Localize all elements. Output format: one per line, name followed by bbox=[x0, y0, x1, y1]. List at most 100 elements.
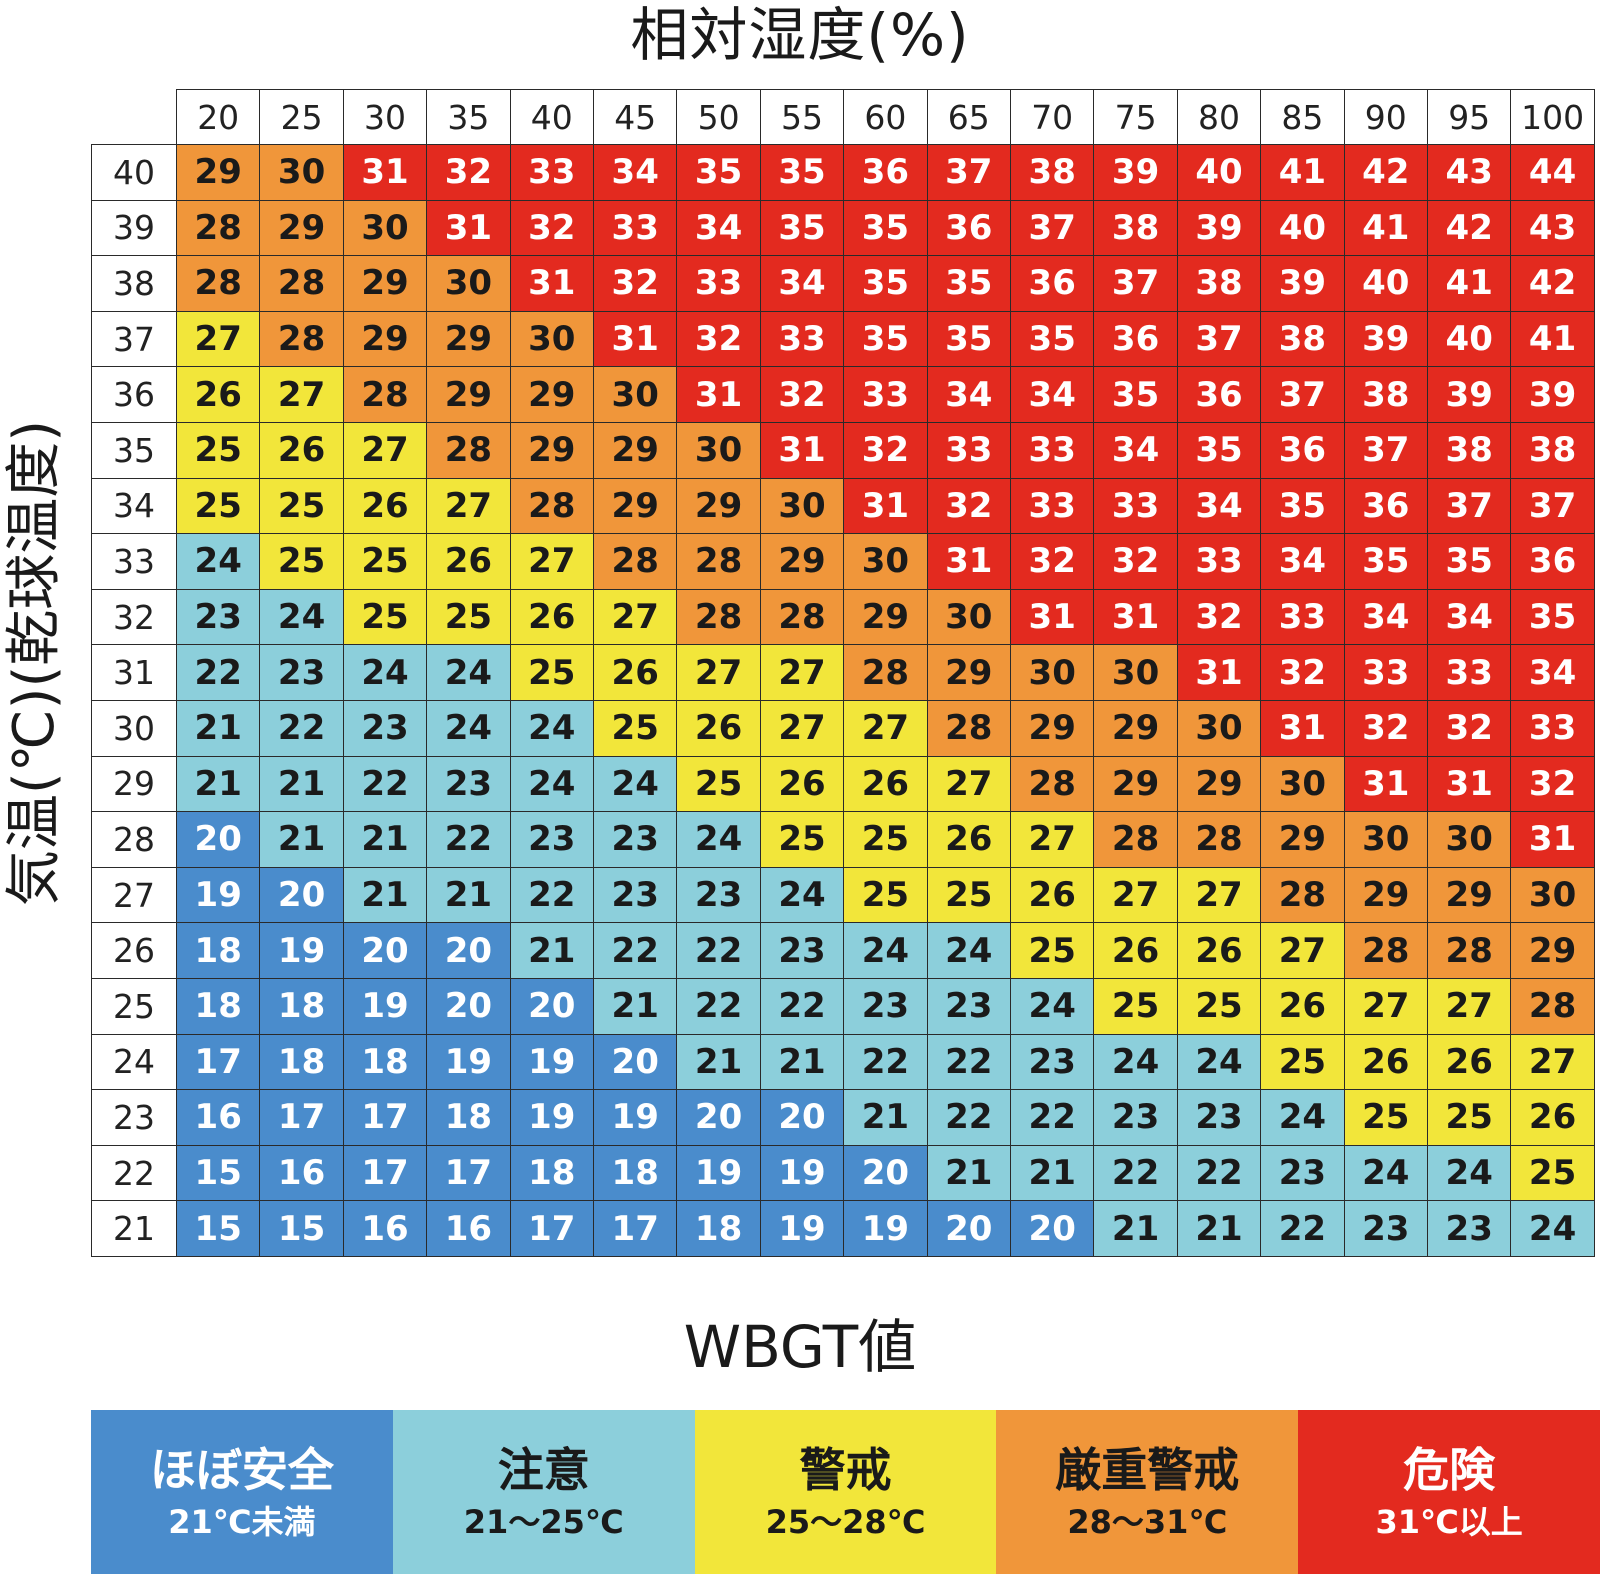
row-header-temperature: 30 bbox=[91, 700, 177, 757]
heatmap-cell: 27 bbox=[1010, 811, 1095, 868]
heatmap-cell: 20 bbox=[509, 978, 594, 1035]
heatmap-cell: 20 bbox=[926, 1200, 1011, 1257]
heatmap-cell: 24 bbox=[759, 866, 845, 924]
heatmap-cell: 35 bbox=[926, 255, 1011, 312]
heatmap-cell: 23 bbox=[1260, 1144, 1345, 1202]
heatmap-cell: 35 bbox=[759, 199, 845, 257]
row-header-temperature: 29 bbox=[91, 755, 177, 813]
heatmap-cell: 28 bbox=[676, 533, 761, 590]
heatmap-cell: 29 bbox=[426, 310, 511, 368]
row-header-temperature: 40 bbox=[91, 144, 177, 201]
heatmap-cell: 34 bbox=[1010, 366, 1095, 423]
heatmap-cell: 25 bbox=[176, 477, 261, 535]
heatmap-cell: 36 bbox=[843, 144, 928, 201]
heatmap-cell: 31 bbox=[509, 255, 594, 312]
heatmap-cell: 41 bbox=[1260, 144, 1345, 201]
heatmap-cell: 26 bbox=[509, 588, 594, 646]
heatmap-cell: 31 bbox=[926, 533, 1011, 590]
heatmap-cell: 35 bbox=[1093, 366, 1178, 423]
heatmap-cell: 29 bbox=[509, 422, 594, 479]
heatmap-cell: 15 bbox=[176, 1144, 261, 1202]
heatmap-cell: 29 bbox=[1510, 922, 1595, 979]
heatmap-cell: 33 bbox=[926, 422, 1011, 479]
heatmap-cell: 17 bbox=[259, 1089, 344, 1146]
heatmap-cell: 33 bbox=[1427, 644, 1512, 701]
heatmap-cell: 28 bbox=[426, 422, 511, 479]
row-header-temperature: 28 bbox=[91, 811, 177, 868]
heatmap-cell: 30 bbox=[1176, 700, 1262, 757]
heatmap-cell: 29 bbox=[1010, 700, 1095, 757]
legend-item-warning: 警戒 25～28℃ bbox=[694, 1410, 997, 1574]
heatmap-cell: 22 bbox=[759, 978, 845, 1035]
heatmap-cell: 20 bbox=[843, 1144, 928, 1202]
heatmap-cell: 20 bbox=[426, 978, 511, 1035]
heatmap-cell: 22 bbox=[676, 922, 761, 979]
heatmap-cell: 44 bbox=[1510, 144, 1595, 201]
heatmap-cell: 35 bbox=[843, 255, 928, 312]
heatmap-cell: 21 bbox=[259, 755, 344, 813]
heatmap-cell: 29 bbox=[259, 199, 344, 257]
heatmap-cell: 20 bbox=[342, 922, 428, 979]
heatmap-cell: 21 bbox=[759, 1033, 845, 1091]
heatmap-cell: 22 bbox=[426, 811, 511, 868]
heatmap-cell: 37 bbox=[1427, 477, 1512, 535]
heatmap-cell: 27 bbox=[759, 700, 845, 757]
heatmap-cell: 33 bbox=[1176, 533, 1262, 590]
heatmap-cell: 35 bbox=[1343, 533, 1428, 590]
heatmap-cell: 19 bbox=[342, 978, 428, 1035]
heatmap-cell: 20 bbox=[593, 1033, 678, 1091]
heatmap-cell: 39 bbox=[1093, 144, 1178, 201]
heatmap-cell: 30 bbox=[843, 533, 928, 590]
heatmap-cell: 25 bbox=[843, 866, 928, 924]
heatmap-cell: 34 bbox=[1427, 588, 1512, 646]
column-header-humidity: 100 bbox=[1510, 89, 1595, 145]
heatmap-cell: 28 bbox=[926, 700, 1011, 757]
heatmap-cell: 25 bbox=[1093, 978, 1178, 1035]
heatmap-cell: 27 bbox=[1260, 922, 1345, 979]
heatmap-cell: 17 bbox=[342, 1144, 428, 1202]
heatmap-cell: 32 bbox=[1510, 755, 1595, 813]
heatmap-cell: 32 bbox=[593, 255, 678, 312]
heatmap-cell: 37 bbox=[1510, 477, 1595, 535]
heatmap-cell: 20 bbox=[676, 1089, 761, 1146]
heatmap-cell: 23 bbox=[1176, 1089, 1262, 1146]
legend-item-danger: 危険 31℃以上 bbox=[1298, 1410, 1600, 1574]
heatmap-cell: 22 bbox=[1093, 1144, 1178, 1202]
heatmap-cell: 38 bbox=[1343, 366, 1428, 423]
heatmap-cell: 22 bbox=[926, 1033, 1011, 1091]
legend-title: WBGT値 bbox=[683, 1313, 917, 1381]
heatmap-cell: 23 bbox=[426, 755, 511, 813]
heatmap-cell: 18 bbox=[176, 922, 261, 979]
heatmap-cell: 21 bbox=[1176, 1200, 1262, 1257]
heatmap-cell: 32 bbox=[1093, 533, 1178, 590]
heatmap-cell: 33 bbox=[843, 366, 928, 423]
heatmap-cell: 19 bbox=[676, 1144, 761, 1202]
heatmap-cell: 28 bbox=[1093, 811, 1178, 868]
heatmap-cell: 30 bbox=[676, 422, 761, 479]
heatmap-cell: 23 bbox=[676, 866, 761, 924]
heatmap-cell: 23 bbox=[176, 588, 261, 646]
heatmap-cell: 26 bbox=[1427, 1033, 1512, 1091]
heatmap-cell: 29 bbox=[342, 310, 428, 368]
heatmap-cell: 25 bbox=[342, 533, 428, 590]
heatmap-cell: 36 bbox=[1176, 366, 1262, 423]
heatmap-cell: 33 bbox=[509, 144, 594, 201]
heatmap-cell: 38 bbox=[1510, 422, 1595, 479]
heatmap-cell: 26 bbox=[176, 366, 261, 423]
heatmap-cell: 17 bbox=[342, 1089, 428, 1146]
heatmap-cell: 16 bbox=[426, 1200, 511, 1257]
heatmap-cell: 26 bbox=[759, 755, 845, 813]
heatmap-cell: 31 bbox=[676, 366, 761, 423]
heatmap-cell: 20 bbox=[759, 1089, 845, 1146]
heatmap-cell: 30 bbox=[1510, 866, 1595, 924]
heatmap-cell: 33 bbox=[1510, 700, 1595, 757]
heatmap-cell: 28 bbox=[759, 588, 845, 646]
heatmap-cell: 35 bbox=[1510, 588, 1595, 646]
heatmap-cell: 23 bbox=[259, 644, 344, 701]
heatmap-cell: 38 bbox=[1093, 199, 1178, 257]
heatmap-cell: 27 bbox=[1427, 978, 1512, 1035]
heatmap-cell: 28 bbox=[509, 477, 594, 535]
heatmap-cell: 26 bbox=[843, 755, 928, 813]
heatmap-cell: 26 bbox=[1510, 1089, 1595, 1146]
heatmap-cell: 33 bbox=[1010, 422, 1095, 479]
